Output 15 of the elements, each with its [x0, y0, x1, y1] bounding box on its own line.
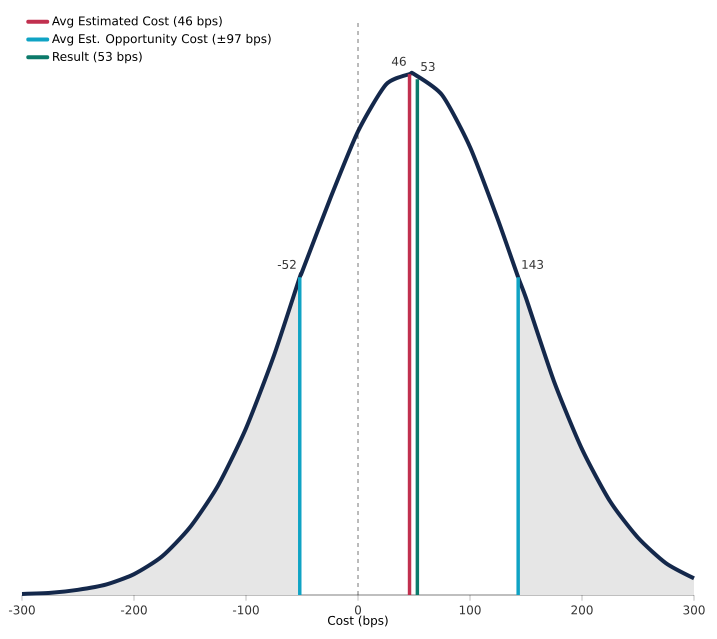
x-tick-label: 100 — [460, 605, 481, 614]
annotation: 46 — [392, 56, 406, 66]
legend-label: Result (53 bps) — [53, 52, 142, 64]
x-tick-label: -300 — [8, 605, 35, 614]
x-tick-label: 200 — [571, 605, 593, 614]
x-tick-label: 0 — [354, 605, 362, 614]
annotation: -52 — [278, 260, 296, 269]
annotation: 143 — [522, 260, 544, 269]
legend-label: Avg Estimated Cost (46 bps) — [52, 16, 222, 28]
x-tick-label: -100 — [232, 605, 259, 614]
x-tick-label: 300 — [683, 605, 705, 614]
legend-label: Avg Est. Opportunity Cost (±97 bps) — [52, 34, 271, 46]
x-axis-title: Cost (bps) — [328, 616, 388, 628]
x-tick-label: -200 — [120, 605, 147, 614]
annotation: 53 — [421, 62, 435, 72]
